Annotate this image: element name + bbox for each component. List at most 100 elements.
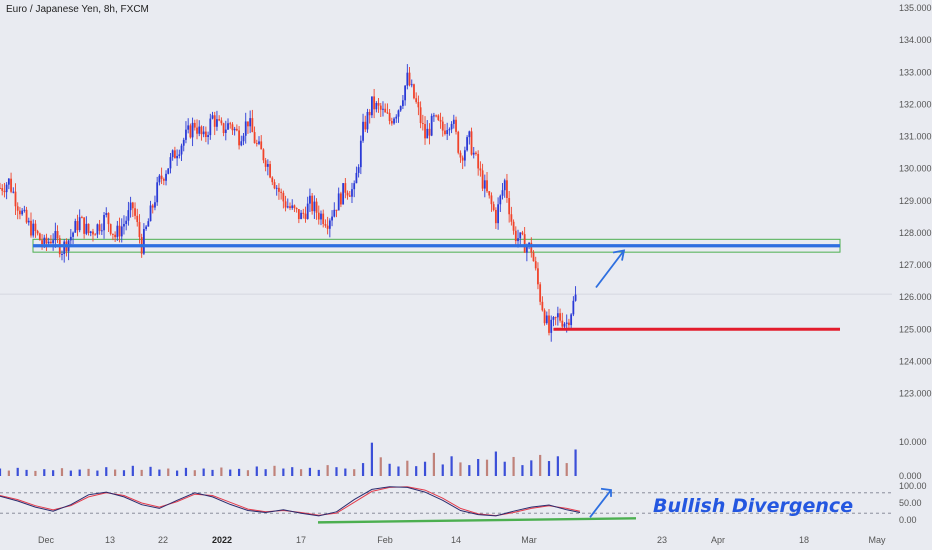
candle-body — [19, 210, 21, 215]
volume-bar — [131, 465, 134, 476]
volume-bar — [25, 469, 28, 476]
candle-body — [517, 238, 519, 242]
candle-body — [154, 202, 156, 208]
candle-body — [262, 149, 265, 161]
candle-body — [497, 204, 499, 224]
candle-body — [260, 141, 263, 150]
candle-body — [424, 124, 426, 139]
candle-body — [539, 284, 542, 302]
volume-bar — [388, 463, 391, 476]
volume-bar — [521, 465, 524, 476]
bullish-divergence-label: Bullish Divergence — [653, 495, 853, 517]
candle-body — [406, 72, 409, 86]
candle-body — [477, 153, 480, 169]
volume-bar — [246, 470, 250, 476]
price-tick-label: 124.000 — [899, 356, 932, 366]
price-tick-label: 126.000 — [899, 292, 932, 302]
candle-body — [54, 231, 57, 241]
candle-body — [36, 231, 39, 234]
volume-bar — [468, 465, 471, 476]
volume-bar — [167, 468, 170, 476]
price-tick-label: 132.000 — [899, 99, 932, 109]
volume-bar — [299, 469, 303, 476]
candle-body — [326, 225, 329, 229]
x-tick-label: Apr — [711, 535, 725, 545]
candle-body — [171, 150, 174, 158]
x-tick-label: 13 — [105, 535, 115, 545]
volume-bar — [503, 461, 506, 476]
candle-body — [131, 202, 134, 209]
x-tick-label: Feb — [377, 535, 393, 545]
candle-body — [213, 115, 216, 127]
candle-body — [419, 107, 422, 124]
candle-body — [463, 150, 466, 161]
candle-body — [459, 152, 462, 158]
candle-body — [151, 205, 154, 208]
candle-body — [23, 209, 26, 211]
candle-body — [27, 220, 30, 223]
candle-body — [204, 131, 207, 137]
candle-body — [182, 139, 185, 146]
candle-body — [7, 178, 10, 185]
volume-bar — [291, 467, 294, 476]
candle-body — [508, 198, 511, 215]
candle-body — [346, 192, 349, 196]
candle-body — [444, 130, 446, 135]
candle-body — [38, 233, 41, 241]
candle-body — [34, 223, 37, 232]
candle-body — [452, 119, 455, 124]
volume-bar — [379, 457, 382, 476]
candle-body — [461, 157, 464, 161]
candle-body — [399, 106, 402, 111]
candle-body — [16, 206, 19, 211]
candle-body — [10, 178, 12, 192]
candle-body — [25, 209, 28, 223]
candle-body — [229, 123, 232, 125]
price-tick-label: 128.000 — [899, 228, 932, 238]
candle-body — [572, 300, 575, 315]
candle-body — [568, 322, 570, 326]
candle-body — [397, 110, 400, 117]
candle-body — [570, 314, 573, 326]
candle-body — [21, 210, 24, 215]
candle-body — [488, 191, 491, 196]
candle-body — [98, 224, 101, 231]
candle-body — [404, 85, 407, 101]
candle-body — [47, 241, 50, 244]
volume-bar — [485, 459, 489, 476]
candle-body — [127, 210, 130, 221]
volume-bar — [140, 469, 143, 476]
candle-body — [317, 212, 320, 220]
candle-body — [311, 195, 314, 212]
volume-bar — [335, 467, 338, 476]
oscillator-tick-label: 100.00 — [899, 481, 927, 491]
candle-body — [244, 121, 247, 136]
candle-body — [543, 310, 546, 324]
x-tick-label: Dec — [38, 535, 55, 545]
volume-bar — [494, 451, 497, 476]
candle-body — [136, 215, 139, 223]
candle-body — [366, 111, 369, 130]
candle-body — [209, 118, 212, 136]
candle-body — [574, 294, 577, 301]
candle-body — [247, 121, 249, 127]
candle-body — [251, 118, 254, 133]
candle-body — [207, 135, 209, 137]
candle-body — [147, 221, 150, 227]
volume-bar — [7, 470, 10, 476]
volume-bar — [415, 466, 418, 476]
candle-body — [455, 119, 457, 132]
candle-body — [69, 236, 72, 241]
volume-bar — [282, 468, 285, 476]
candle-body — [368, 111, 371, 116]
candle-body — [242, 135, 245, 142]
candle-body — [475, 152, 477, 154]
volume-bar — [512, 456, 515, 476]
candle-body — [466, 137, 468, 151]
candle-body — [231, 124, 234, 131]
price-tick-label: 131.000 — [899, 132, 932, 142]
candle-body — [395, 116, 398, 119]
candle-body — [357, 167, 360, 173]
